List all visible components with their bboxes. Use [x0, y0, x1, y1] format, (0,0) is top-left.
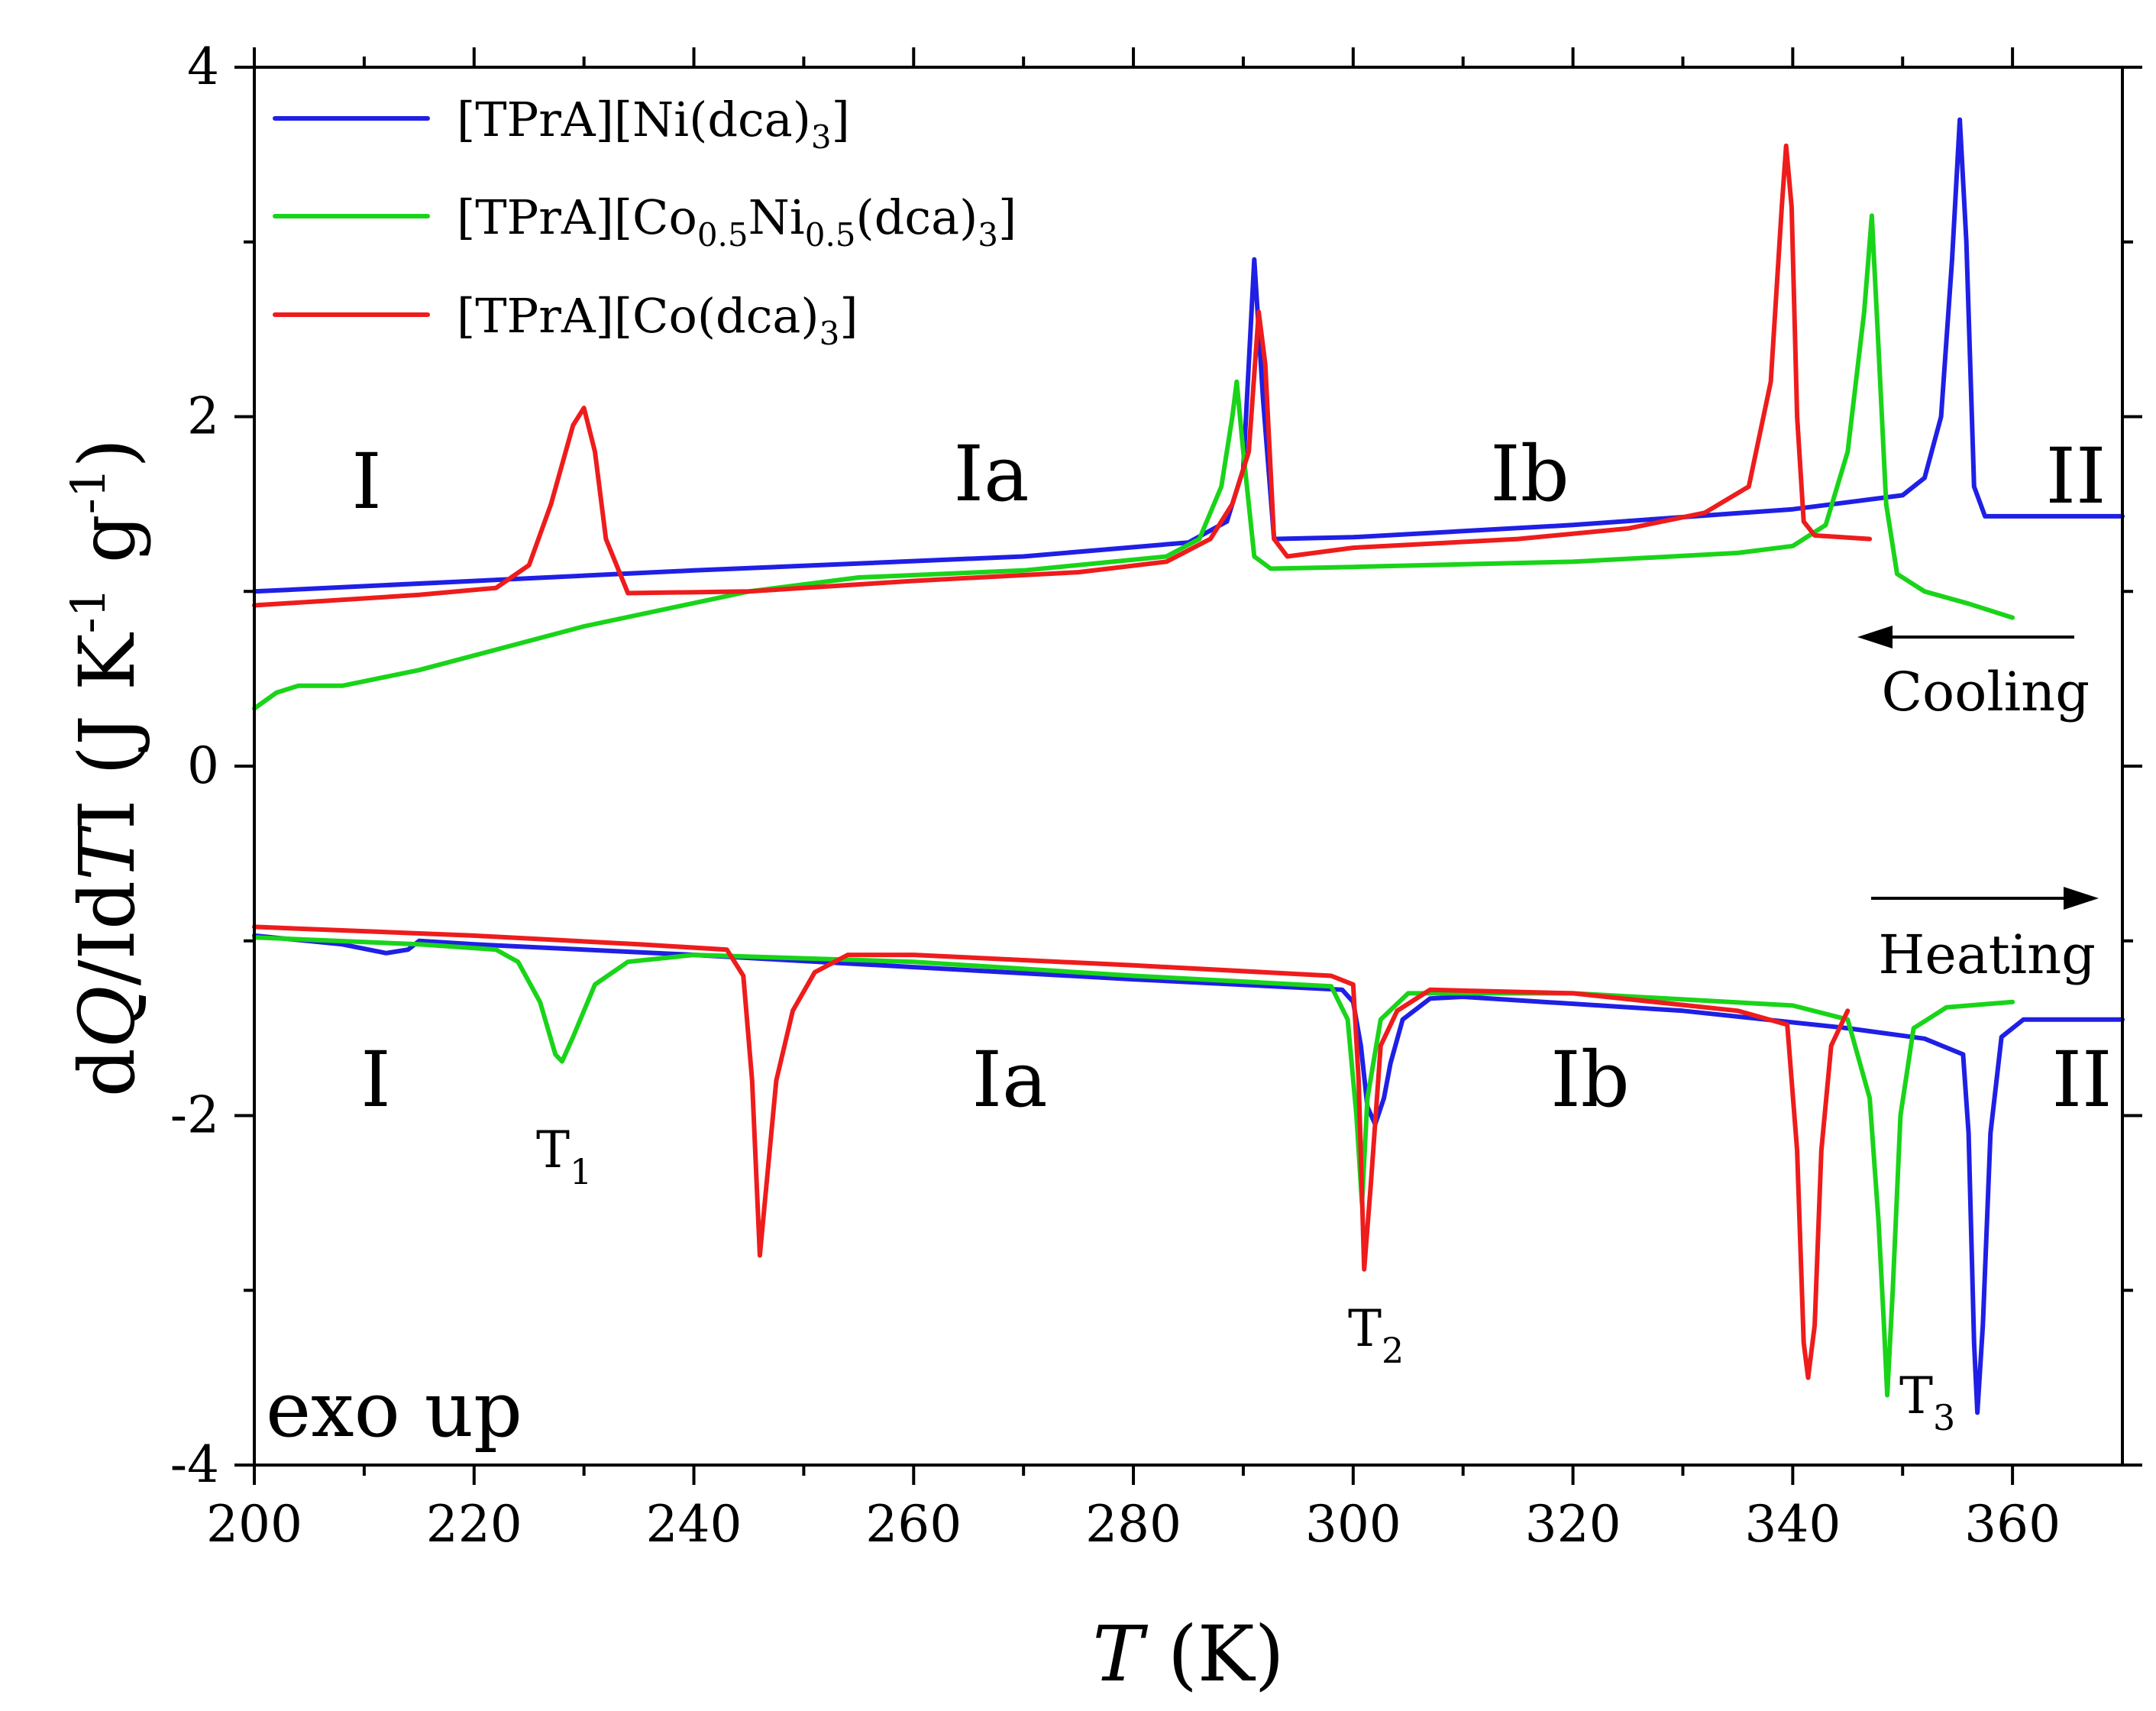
- phase-label-cooling-Ia: Ia: [953, 429, 1029, 519]
- x-tick-label: 360: [1964, 1495, 2061, 1554]
- x-tick-label: 320: [1525, 1495, 1621, 1554]
- y-tick-label: 4: [187, 37, 219, 96]
- cooling-arrow: [1857, 626, 2074, 648]
- phase-label-heating-Ia: Ia: [971, 1035, 1047, 1124]
- transition-label-T1: T1: [536, 1121, 592, 1192]
- legend-label-ni: [TPrA][Ni(dca)3]: [457, 92, 850, 156]
- series-line-coni-cooling: [252, 213, 2015, 711]
- transition-label-T3: T3: [1899, 1367, 1955, 1438]
- phase-label-heating-I: I: [360, 1035, 391, 1124]
- phase-label-heating-Ib: Ib: [1550, 1035, 1630, 1124]
- series-layer: [252, 117, 2125, 1415]
- series-line-co-heating: [252, 924, 1851, 1380]
- phase-label-cooling-II: II: [2045, 432, 2106, 521]
- y-tick-label: 0: [187, 736, 219, 795]
- heating-label: Heating: [1878, 923, 2096, 986]
- x-tick-label: 300: [1305, 1495, 1401, 1554]
- series-line-ni-heating: [252, 933, 2125, 1415]
- x-tick-label: 220: [426, 1495, 522, 1554]
- legend: [TPrA][Ni(dca)3] [TPrA][Co0.5Ni0.5(dca)3…: [273, 92, 1017, 352]
- legend-label-co: [TPrA][Co(dca)3]: [457, 288, 858, 352]
- x-tick-label: 280: [1085, 1495, 1181, 1554]
- y-axis-title: dQ/IdTI (J K-1 g-1): [60, 438, 152, 1097]
- phase-label-cooling-Ib: Ib: [1490, 429, 1569, 519]
- transition-label-T2: T2: [1348, 1299, 1404, 1371]
- x-tick-label: 340: [1744, 1495, 1841, 1554]
- legend-label-coni: [TPrA][Co0.5Ni0.5(dca)3]: [457, 189, 1017, 254]
- x-tick-label: 200: [206, 1495, 302, 1554]
- ticks-layer: 200 220 240 260 280 300 320 340 360 -4 -2 0 2 4: [170, 37, 2142, 1554]
- y-tick-label: -2: [170, 1086, 219, 1145]
- y-tick-label: 2: [187, 387, 219, 446]
- y-tick-label: -4: [170, 1435, 219, 1494]
- exo-up-label: exo up: [266, 1365, 522, 1454]
- series-line-co-cooling: [252, 143, 1873, 608]
- heating-arrow: [1871, 887, 2099, 910]
- phase-label-heating-II: II: [2051, 1035, 2112, 1124]
- x-axis-title: T (K): [1092, 1609, 1284, 1699]
- x-tick-label: 260: [865, 1495, 962, 1554]
- x-tick-label: 240: [646, 1495, 742, 1554]
- phase-label-cooling-I: I: [351, 437, 382, 526]
- cooling-label: Cooling: [1881, 661, 2090, 723]
